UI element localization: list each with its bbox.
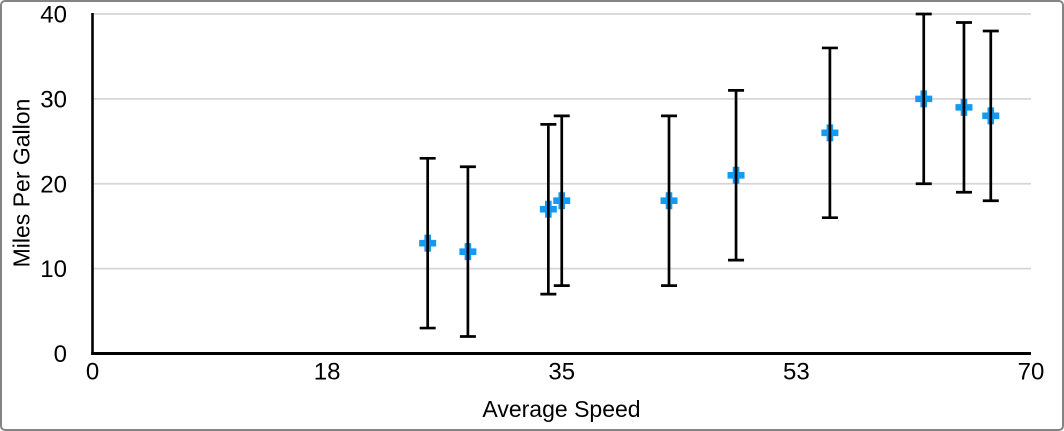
x-tick-label: 53 — [783, 359, 810, 386]
x-tick-label: 35 — [548, 359, 575, 386]
x-tick-label: 0 — [86, 359, 99, 386]
y-tick-label: 0 — [54, 341, 67, 368]
y-tick-label: 40 — [40, 2, 67, 29]
y-tick-label: 30 — [40, 86, 67, 113]
y-tick-label: 20 — [40, 171, 67, 198]
x-tick-label: 70 — [1018, 359, 1045, 386]
y-tick-label: 10 — [40, 256, 67, 283]
x-tick-label: 18 — [314, 359, 341, 386]
